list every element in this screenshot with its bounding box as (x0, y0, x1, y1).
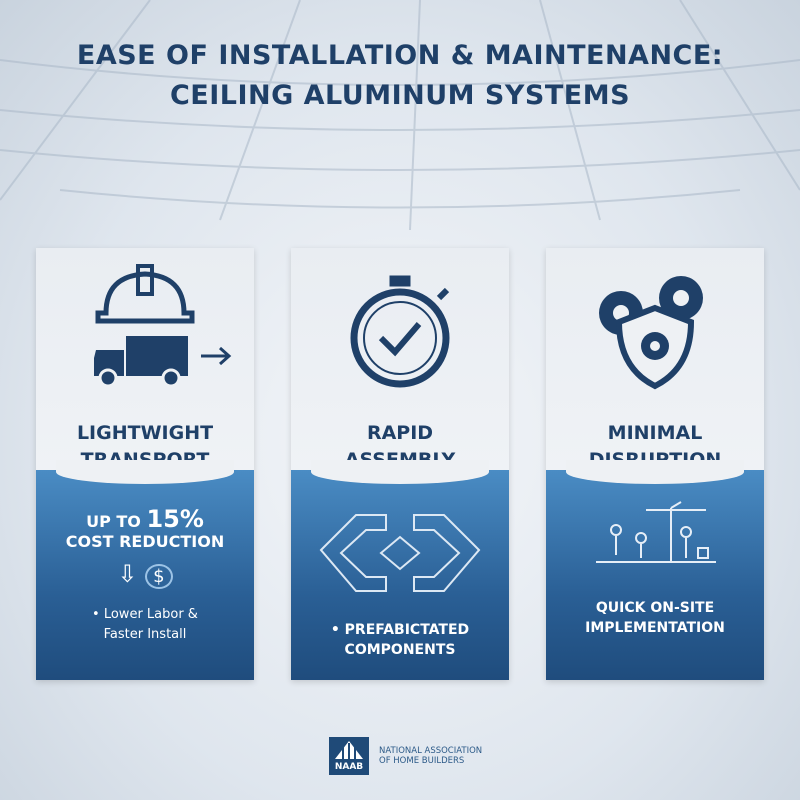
ceiling-grid-background (0, 0, 800, 231)
card-detail-panel: QUICK ON-SITE IMPLEMENTATION (546, 460, 764, 680)
title-line-1: EASE OF INSTALLATION & MAINTENANCE: (76, 40, 724, 71)
org-name: NATIONAL ASSOCIATION OF HOME BUILDERS (379, 746, 483, 766)
note: • Lower Labor & Faster Install (92, 607, 198, 642)
card-detail-panel: • PREFABICTATED COMPONENTS (291, 460, 509, 680)
stat-label: COST REDUCTION (65, 532, 225, 551)
stat-prefix: UP TO (86, 512, 141, 531)
page-title: EASE OF INSTALLATION & MAINTENANCE: CEIL… (0, 36, 800, 116)
hard-hat-truck-arrow-icon (94, 264, 232, 388)
title-line-2: CEILING ALUMINUM SYSTEMS (169, 80, 631, 111)
stopwatch-check-icon (350, 275, 450, 388)
prefab-frame-icon (319, 514, 481, 592)
down-arrow-dollar-icon: ⇩ $ (36, 560, 254, 589)
gears-shield-icon (599, 276, 703, 390)
note: QUICK ON-SITE IMPLEMENTATION (585, 600, 725, 636)
card-detail-panel: UP TO 15% COST REDUCTION ⇩ $ • Lower Lab… (36, 460, 254, 680)
card-minimal-disruption: MINIMALDISRUPTION QUICK ON-SITEIMPLEMENT… (546, 248, 764, 680)
construction-site-icon (596, 501, 716, 563)
logo-mark: NAAB (329, 737, 369, 775)
note: • PREFABICTATED COMPONENTS (330, 622, 470, 658)
stat-value: 15% (146, 505, 204, 533)
card-lightweight-transport: LIGHTWIGHTTRANSPORT UP TO 15% COST REDUC… (36, 248, 254, 680)
naab-logo: NAAB NATIONAL ASSOCIATION OF HOME BUILDER… (329, 737, 482, 775)
